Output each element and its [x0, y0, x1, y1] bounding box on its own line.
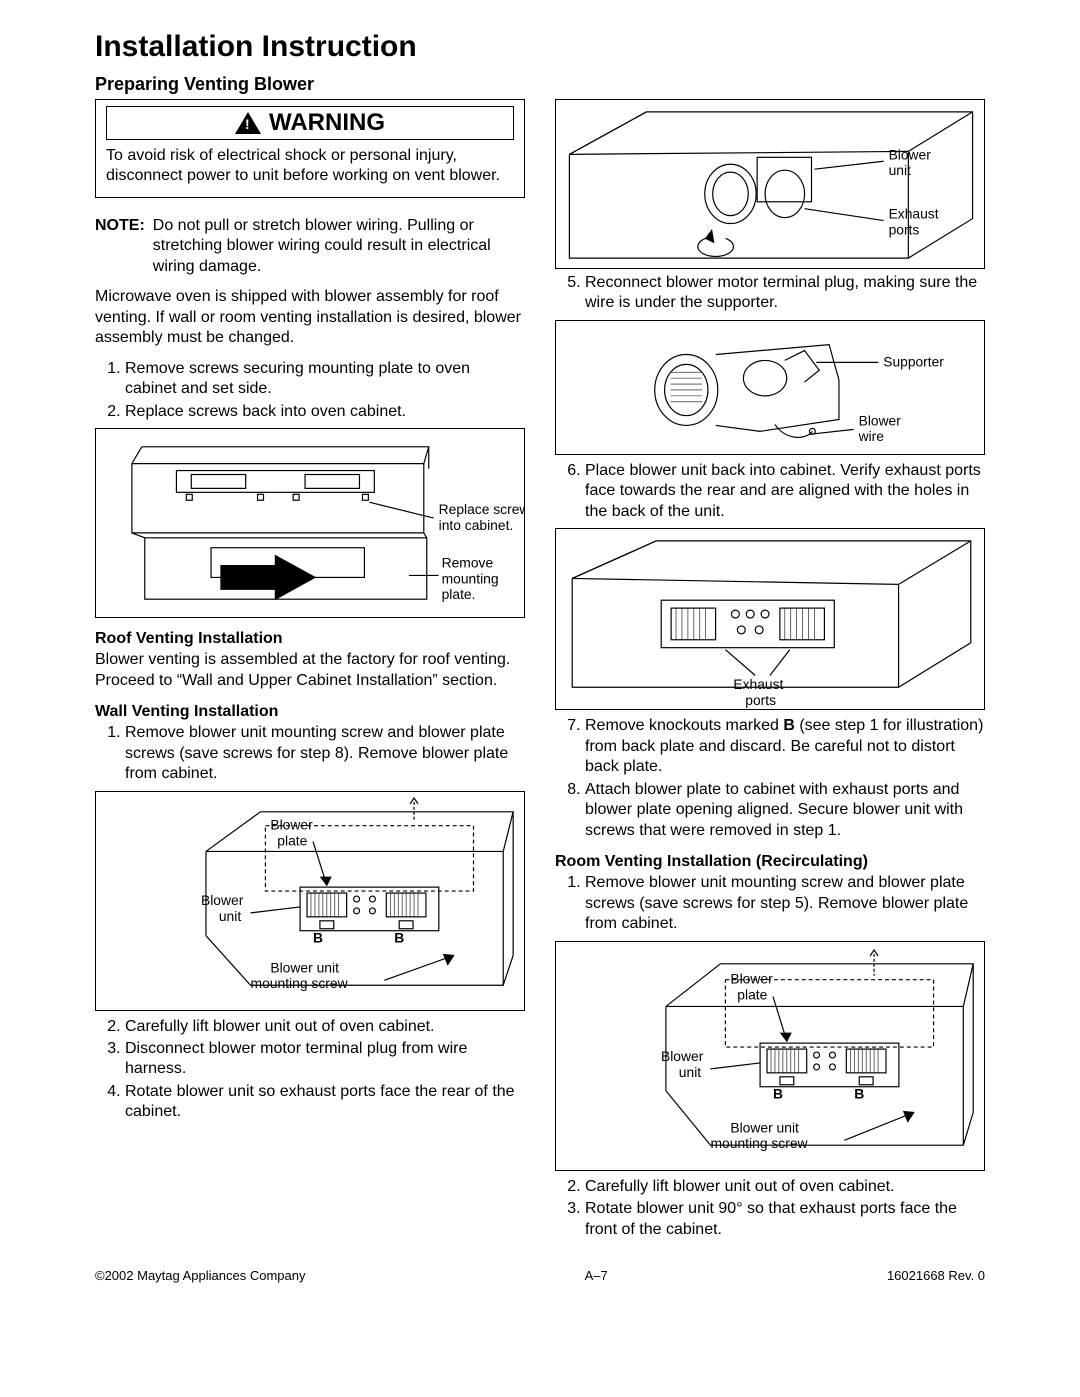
svg-text:Replace screws: Replace screws	[439, 501, 524, 517]
warning-heading-text: WARNING	[269, 109, 385, 137]
room-step-2: Carefully lift blower unit out of oven c…	[585, 1177, 985, 1197]
svg-text:ports: ports	[745, 692, 776, 708]
room-step-1: Remove blower unit mounting screw and bl…	[555, 873, 985, 934]
svg-text:unit: unit	[679, 1063, 701, 1079]
prep-step-2: Replace screws back into oven cabinet.	[125, 402, 525, 422]
right-step-7-pre: Remove knockouts marked	[585, 717, 783, 734]
right-step-6-text: Place blower unit back into cabinet. Ver…	[585, 461, 985, 522]
figure-remove-mounting-plate: Replace screws into cabinet. Remove moun…	[95, 428, 525, 618]
figure-rear-exhaust-ports: Exhaustports	[555, 528, 985, 710]
room-venting-head: Room Venting Installation (Recirculating…	[555, 853, 985, 871]
svg-text:Blower: Blower	[661, 1048, 704, 1064]
warning-triangle-icon	[235, 112, 261, 134]
room-step-1-text: Remove blower unit mounting screw and bl…	[585, 873, 985, 934]
right-step-5: Reconnect blower motor terminal plug, ma…	[555, 273, 985, 314]
page-footer: ©2002 Maytag Appliances Company A–7 1602…	[95, 1268, 985, 1283]
footer-center: A–7	[585, 1268, 608, 1283]
right-step-7-b: B	[783, 717, 795, 734]
page: Installation Instruction Preparing Venti…	[0, 0, 1080, 1303]
svg-text:Blower: Blower	[201, 891, 244, 907]
svg-text:ports: ports	[889, 221, 920, 237]
svg-text:Blower: Blower	[859, 413, 902, 428]
svg-text:Exhaust: Exhaust	[889, 206, 939, 222]
right-step-5-text: Reconnect blower motor terminal plug, ma…	[585, 273, 985, 314]
wall-step-1: Remove blower unit mounting screw and bl…	[95, 723, 525, 784]
roof-venting-body: Blower venting is assembled at the facto…	[95, 650, 525, 691]
figure-room-blower-plate: B B Blowerplate Blowerunit Blower unitmo…	[555, 941, 985, 1171]
wall-venting-head: Wall Venting Installation	[95, 703, 525, 721]
svg-text:Exhaust: Exhaust	[733, 677, 783, 693]
wall-step-3: Disconnect blower motor terminal plug fr…	[125, 1039, 525, 1080]
svg-text:Blower: Blower	[270, 816, 313, 832]
prep-step-1: Remove screws securing mounting plate to…	[125, 359, 525, 400]
right-steps-7-8: Remove knockouts marked B (see step 1 fo…	[555, 716, 985, 841]
svg-text:mounting screw: mounting screw	[711, 1135, 809, 1151]
right-column: Blowerunit Exhaustports Reconnect blower…	[555, 99, 985, 1246]
intro-text: Microwave oven is shipped with blower as…	[95, 287, 525, 348]
section-title: Preparing Venting Blower	[95, 74, 985, 95]
note: NOTE: Do not pull or stretch blower wiri…	[95, 216, 525, 277]
svg-text:wire: wire	[858, 429, 885, 444]
two-column-layout: WARNING To avoid risk of electrical shoc…	[95, 99, 985, 1246]
svg-text:Blower unit: Blower unit	[730, 1119, 799, 1135]
footer-right: 16021668 Rev. 0	[887, 1268, 985, 1283]
footer-left: ©2002 Maytag Appliances Company	[95, 1268, 305, 1283]
room-step-3: Rotate blower unit 90° so that exhaust p…	[585, 1199, 985, 1240]
svg-text:Blower unit: Blower unit	[270, 959, 339, 975]
wall-step-4: Rotate blower unit so exhaust ports face…	[125, 1082, 525, 1123]
warning-header: WARNING	[106, 106, 514, 140]
svg-text:plate: plate	[277, 832, 307, 848]
note-text: Do not pull or stretch blower wiring. Pu…	[153, 216, 525, 277]
svg-text:Supporter: Supporter	[883, 354, 944, 369]
warning-box: WARNING To avoid risk of electrical shoc…	[95, 99, 525, 198]
svg-text:B: B	[394, 929, 404, 945]
wall-step-2: Carefully lift blower unit out of oven c…	[125, 1017, 525, 1037]
right-step-8: Attach blower plate to cabinet with exha…	[585, 780, 985, 841]
left-column: WARNING To avoid risk of electrical shoc…	[95, 99, 525, 1246]
figure-supporter-wire: Supporter Blowerwire	[555, 320, 985, 455]
svg-text:Blower: Blower	[730, 970, 773, 986]
note-label: NOTE:	[95, 216, 145, 277]
svg-text:B: B	[313, 929, 323, 945]
svg-text:mounting screw: mounting screw	[251, 975, 349, 991]
right-step-6: Place blower unit back into cabinet. Ver…	[555, 461, 985, 522]
page-title: Installation Instruction	[95, 30, 985, 64]
svg-text:unit: unit	[219, 907, 241, 923]
svg-text:Blower: Blower	[889, 146, 932, 162]
svg-text:into cabinet.: into cabinet.	[439, 517, 514, 533]
right-step-7: Remove knockouts marked B (see step 1 fo…	[585, 716, 985, 777]
figure-blower-exhaust-iso: Blowerunit Exhaustports	[555, 99, 985, 269]
prep-steps: Remove screws securing mounting plate to…	[95, 359, 525, 422]
svg-text:B: B	[773, 1085, 783, 1101]
room-steps-2-3: Carefully lift blower unit out of oven c…	[555, 1177, 985, 1240]
svg-text:unit: unit	[889, 162, 911, 178]
svg-text:plate.: plate.	[442, 586, 476, 602]
figure-wall-blower-plate: B B Blowerplate Blowerunit Blower unitmo…	[95, 791, 525, 1011]
wall-step-1-text: Remove blower unit mounting screw and bl…	[125, 723, 525, 784]
warning-body: To avoid risk of electrical shock or per…	[106, 146, 514, 187]
svg-text:Remove: Remove	[442, 555, 494, 571]
svg-text:B: B	[854, 1085, 864, 1101]
svg-text:plate: plate	[737, 986, 767, 1002]
svg-text:mounting: mounting	[442, 571, 499, 587]
wall-steps-2-4: Carefully lift blower unit out of oven c…	[95, 1017, 525, 1123]
roof-venting-head: Roof Venting Installation	[95, 630, 525, 648]
